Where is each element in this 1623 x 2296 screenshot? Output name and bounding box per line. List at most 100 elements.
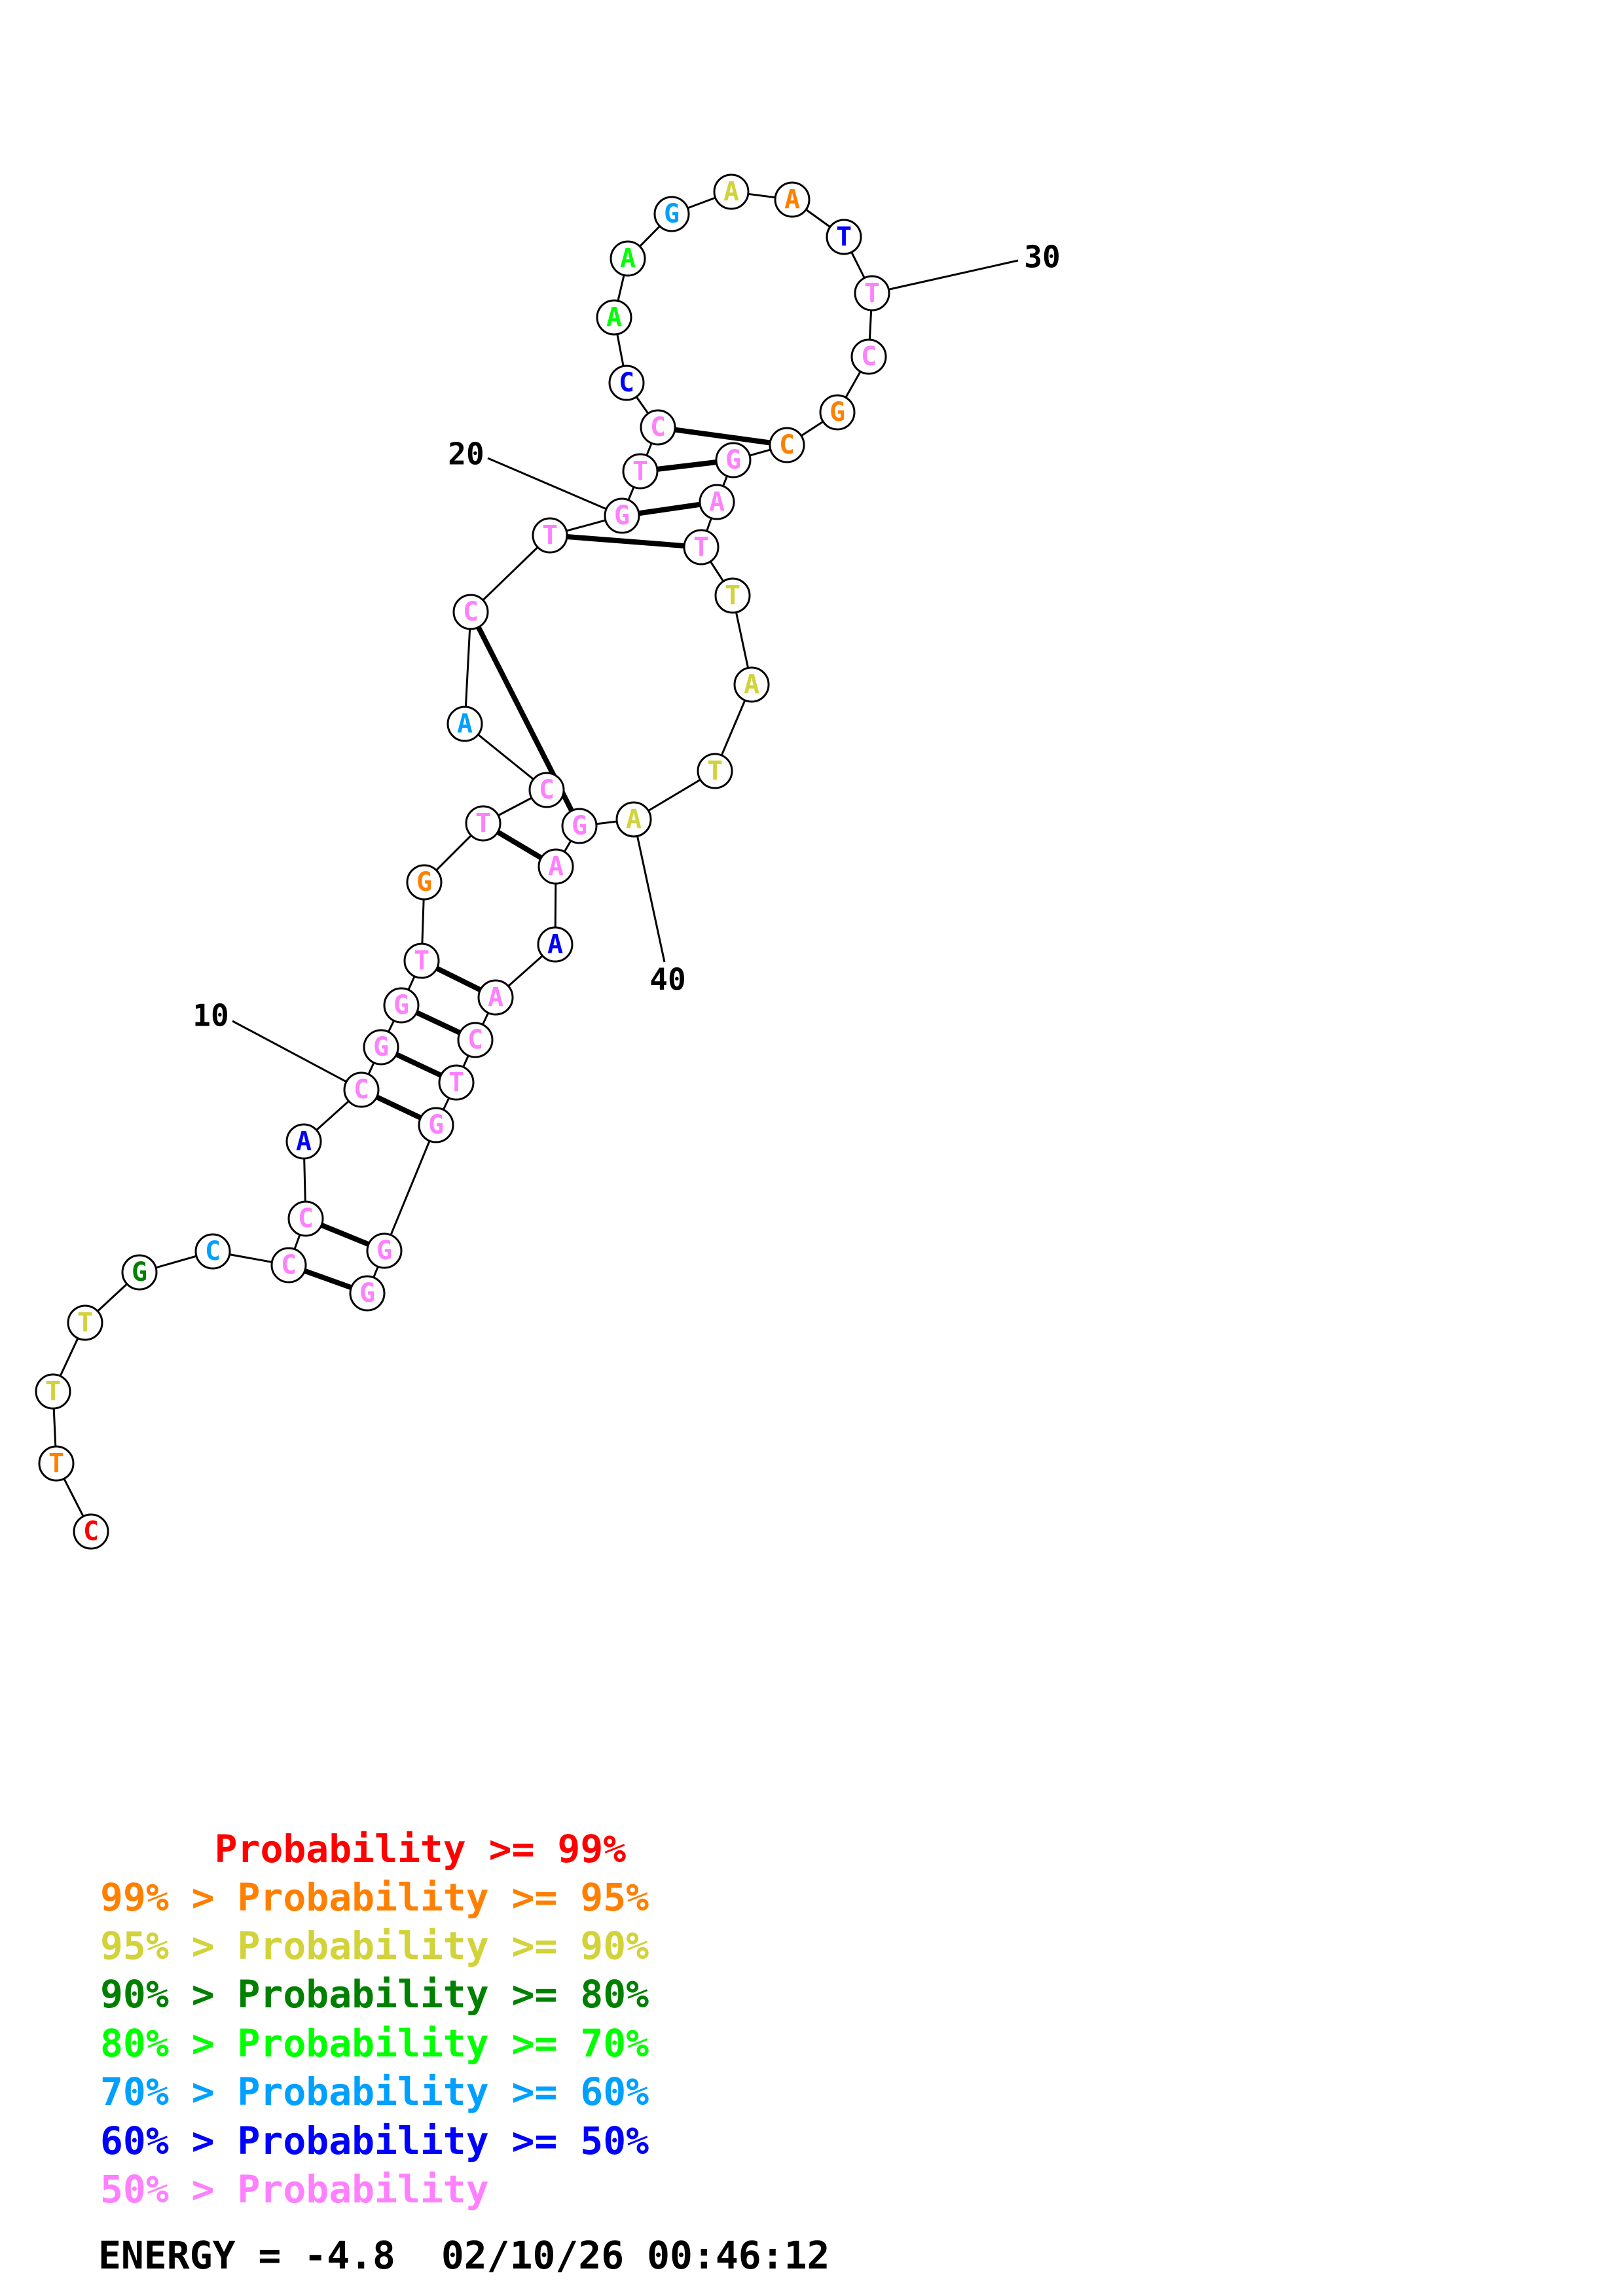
nucleotide: C (73, 1513, 109, 1550)
nucleotide-base: C (619, 368, 634, 398)
nucleotide-circle (610, 240, 646, 277)
nucleotide: G (383, 987, 420, 1024)
nucleotide-circle (194, 1233, 231, 1270)
nucleotide-base: C (861, 342, 877, 372)
nucleotide-base: A (606, 302, 622, 332)
legend-row: Probability >= 99% (100, 1825, 627, 1873)
nucleotide-circle (819, 394, 856, 431)
nucleotide: C (452, 594, 489, 630)
nucleotide-base: G (132, 1257, 147, 1287)
nucleotide-circle (121, 1254, 158, 1291)
nucleotide: C (640, 409, 676, 446)
nucleotide: C (608, 365, 645, 401)
nucleotide-circle (287, 1200, 324, 1237)
legend-label: Probability >= 60% (237, 2070, 649, 2114)
backbone-segment (469, 534, 551, 613)
backbone-segment (464, 611, 472, 725)
nucleotide-circle (608, 365, 645, 401)
base-pair-bond (657, 425, 788, 448)
nucleotide-circle (270, 1247, 307, 1283)
nucleotide: A (713, 173, 750, 210)
legend-prefix: 90% > (100, 1972, 238, 2017)
nucleotide-circle (363, 1029, 399, 1066)
legend-prefix: 99% > (100, 1875, 238, 1920)
nucleotide-base: C (463, 597, 479, 627)
nucleotide: G (349, 1275, 386, 1312)
nucleotide-base: T (414, 946, 429, 976)
nucleotide: C (194, 1233, 231, 1270)
nucleotide-base: C (281, 1250, 297, 1280)
nucleotide: G (406, 864, 443, 901)
nucleotide-base: A (709, 487, 725, 517)
nucleotide: T (35, 1373, 71, 1410)
nucleotide: T (67, 1304, 103, 1341)
nucleotide-base: T (725, 581, 740, 611)
legend-row: 80% > Probability >= 70% (100, 2019, 649, 2068)
nucleotide-base: A (488, 982, 503, 1013)
nucleotide-base: C (467, 1025, 483, 1055)
nucleotide-base: C (298, 1204, 314, 1234)
legend-prefix: 80% > (100, 2021, 238, 2066)
nucleotide-circle (452, 594, 489, 630)
nucleotide: A (538, 848, 574, 885)
nucleotide: A (447, 706, 483, 742)
nucleotide-base: G (725, 445, 741, 475)
nucleotide: A (596, 299, 632, 336)
nucleotide-circle (403, 942, 440, 979)
nucleotide-base: C (539, 775, 555, 805)
nucleotide-base: G (572, 811, 587, 841)
nucleotide: A (774, 181, 811, 218)
nucleotide-circle (561, 808, 598, 844)
nucleotide: T (826, 219, 862, 255)
position-label: 40 (649, 962, 685, 997)
nucleotide-base: T (475, 808, 491, 838)
nucleotide: T (532, 517, 568, 554)
nucleotide-base: G (416, 867, 432, 897)
nucleotide-base: T (542, 520, 558, 550)
position-tick (232, 1020, 362, 1091)
nucleotide: C (287, 1200, 324, 1237)
nucleotide-circle (596, 299, 632, 336)
nucleotide-base: T (693, 532, 709, 562)
position-label: 10 (192, 998, 228, 1033)
legend-row: 70% > Probability >= 60% (100, 2068, 649, 2116)
nucleotide: A (610, 240, 646, 277)
legend-row: 50% > Probability (100, 2165, 489, 2214)
nucleotide: G (418, 1107, 454, 1143)
nucleotide: A (699, 484, 735, 520)
nucleotide-circle (699, 484, 735, 520)
legend-prefix: 70% > (100, 2070, 238, 2114)
footer-spacer (395, 2233, 441, 2278)
nucleotide-base: G (664, 199, 680, 229)
nucleotide: A (615, 801, 652, 838)
legend-row: 99% > Probability >= 95% (100, 1873, 649, 1922)
nucleotide-circle (438, 1064, 475, 1101)
nucleotide-base: T (77, 1308, 93, 1338)
nucleotide-base: G (614, 501, 630, 531)
nucleotide-circle (538, 848, 574, 885)
nucleotide: G (715, 442, 752, 478)
nucleotide: C (457, 1022, 494, 1058)
nucleotide-base: A (723, 177, 739, 207)
timestamp: 02/10/26 00:46:12 (441, 2233, 830, 2278)
nucleotide-circle (826, 219, 862, 255)
nucleotide-base: C (83, 1516, 99, 1547)
nucleotide-circle (683, 529, 720, 565)
nucleotide: C (769, 427, 805, 463)
energy-value: -4.8 (304, 2233, 395, 2278)
legend-label: Probability >= 95% (237, 1875, 649, 1920)
position-label: 30 (1024, 240, 1060, 275)
nucleotide: C (270, 1247, 307, 1283)
base-pair-bond (549, 533, 702, 550)
energy-label: ENERGY = (98, 2233, 304, 2278)
nucleotide: T (683, 529, 720, 565)
nucleotide-circle (418, 1107, 454, 1143)
nucleotide-circle (769, 427, 805, 463)
nucleotide-circle (715, 442, 752, 478)
nucleotide-circle (604, 497, 640, 534)
legend-row: 60% > Probability >= 50% (100, 2117, 649, 2165)
nucleotide-circle (366, 1232, 403, 1269)
nucleotide-circle (383, 987, 420, 1024)
nucleotide-circle (640, 409, 676, 446)
